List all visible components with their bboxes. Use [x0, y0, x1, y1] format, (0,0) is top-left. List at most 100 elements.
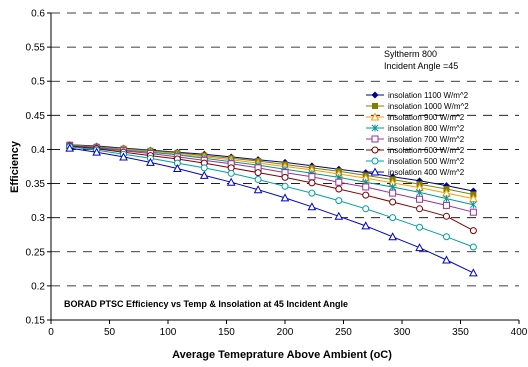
data-point	[443, 195, 450, 203]
y-tick-label: 0.35	[26, 179, 46, 190]
legend-marker	[372, 103, 378, 109]
data-point	[469, 243, 477, 251]
legend-label: insolation 700 W/m^2	[388, 135, 465, 144]
legend-entry: insolation 900 W/m^2	[366, 112, 465, 122]
data-point	[281, 182, 289, 190]
data-point	[173, 163, 182, 173]
annotation-fluid: Syltherm 800	[384, 49, 437, 59]
y-tick-label: 0.55	[26, 43, 46, 54]
series-line	[69, 144, 474, 213]
data-point	[416, 195, 424, 203]
series-line	[69, 146, 474, 248]
data-point	[200, 164, 208, 172]
legend-entry: insolation 700 W/m^2	[366, 135, 465, 144]
data-point	[308, 189, 316, 197]
y-tick-label: 0.2	[31, 281, 45, 292]
y-tick-label: 0.3	[31, 213, 45, 224]
data-point	[470, 201, 477, 209]
data-point	[415, 243, 424, 252]
data-point	[335, 185, 343, 193]
data-point	[254, 169, 262, 177]
data-point	[442, 233, 450, 241]
series-line	[69, 144, 474, 192]
series-line	[69, 144, 474, 206]
legend-entry: insolation 500 W/m^2	[366, 157, 465, 166]
series-7	[66, 143, 477, 251]
legend-marker	[371, 135, 379, 143]
x-tick-label: 100	[160, 327, 177, 338]
data-point	[442, 255, 451, 264]
axes	[47, 12, 520, 324]
data-point	[280, 193, 290, 202]
data-point	[334, 211, 344, 220]
data-point	[469, 227, 477, 235]
legend-marker	[371, 124, 379, 132]
legend-label: insolation 400 W/m^2	[388, 168, 465, 177]
series-line	[69, 145, 474, 232]
data-point	[308, 173, 316, 181]
legend-label: insolation 1000 W/m^2	[388, 102, 469, 111]
data-point	[335, 197, 343, 205]
x-tick-label: 250	[335, 327, 352, 338]
legend-marker	[371, 146, 379, 154]
legend-label: insolation 500 W/m^2	[388, 157, 465, 166]
data-point	[442, 212, 450, 220]
data-point	[416, 223, 424, 231]
y-tick-label: 0.15	[26, 316, 46, 327]
legend-entry: insolation 400 W/m^2	[366, 167, 465, 177]
data-point	[308, 179, 316, 187]
data-point	[416, 188, 423, 196]
x-tick-label: 400	[511, 327, 528, 338]
data-point	[416, 205, 424, 213]
legend-entry: insolation 1100 W/m^2	[366, 91, 469, 100]
legend: insolation 1100 W/m^2 insolation 1000 W/m…	[366, 91, 469, 177]
y-tick-label: 0.5	[31, 77, 45, 88]
legend-entry: insolation 1000 W/m^2	[366, 102, 469, 111]
data-point	[65, 143, 75, 152]
legend-label: insolation 800 W/m^2	[388, 124, 465, 133]
x-tick-label: 350	[452, 327, 469, 338]
legend-marker	[370, 112, 380, 121]
y-tick-label: 0.6	[31, 9, 45, 20]
data-point	[362, 183, 370, 191]
series-line	[69, 144, 474, 200]
y-tick-label: 0.45	[26, 111, 46, 122]
data-point	[253, 185, 263, 194]
legend-label: insolation 1100 W/m^2	[388, 91, 469, 100]
y-axis-title: Efficiency	[9, 140, 21, 193]
y-tick-label: 0.25	[26, 247, 46, 258]
data-point	[442, 201, 450, 209]
gridlines	[51, 12, 519, 287]
data-point	[389, 198, 397, 206]
series-line	[69, 147, 474, 274]
data-point	[92, 147, 101, 156]
series-line	[69, 144, 474, 195]
data-point	[389, 214, 397, 222]
y-tick-labels: 0.15 0.2 0.25 0.3 0.35 0.4 0.45 0.5 0.55 0.6	[26, 9, 46, 327]
x-tick-label: 200	[277, 327, 294, 338]
data-point	[361, 221, 371, 230]
legend-label: insolation 600 W/m^2	[388, 146, 465, 155]
data-point	[307, 202, 317, 211]
x-tick-label: 300	[394, 327, 411, 338]
x-tick-labels: 0 50 100 150 200 250 300 350 400	[48, 327, 528, 338]
data-point	[119, 152, 128, 161]
x-tick-label: 150	[218, 327, 235, 338]
y-tick-label: 0.4	[31, 145, 45, 156]
data-point	[254, 175, 262, 183]
data-point	[199, 170, 209, 179]
legend-marker	[370, 167, 380, 176]
data-point	[388, 232, 397, 241]
x-tick-label: 0	[48, 327, 54, 338]
data-point	[281, 173, 289, 181]
chart-title: BORAD PTSC Efficiency vs Temp & Insolati…	[64, 299, 348, 309]
series-layer	[65, 140, 478, 277]
x-axis-title: Average Temeprature Above Ambient (oC)	[172, 349, 392, 361]
data-point	[362, 191, 370, 199]
data-point	[226, 177, 236, 186]
data-point	[227, 169, 235, 177]
legend-entry: insolation 600 W/m^2	[366, 146, 465, 155]
legend-entry: insolation 800 W/m^2	[366, 124, 465, 133]
legend-marker	[371, 91, 379, 99]
